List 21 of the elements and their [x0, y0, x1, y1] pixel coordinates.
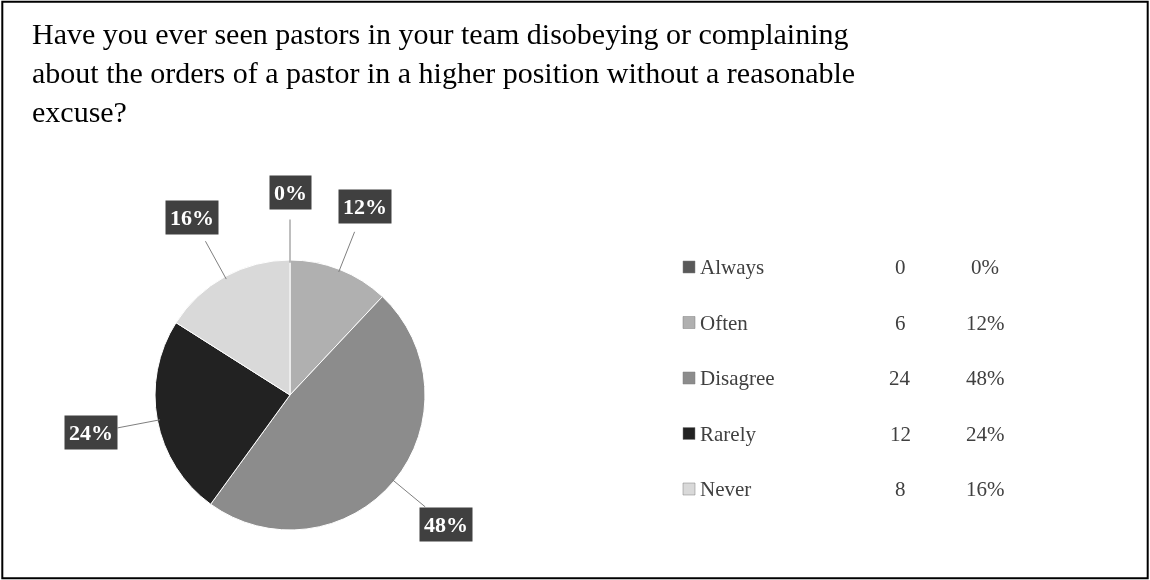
data-label: 24%	[69, 420, 113, 445]
chart-title: Have you ever seen pastors in your team disobeying or complaining about the orders of a pastor in a higher position without a reasonable excuse?	[32, 17, 856, 128]
legend-label: Disagree	[700, 366, 775, 390]
legend-label: Often	[700, 311, 749, 335]
text: 12	[890, 422, 911, 446]
data-label: 16%	[170, 205, 214, 230]
text: 0	[895, 255, 906, 279]
text: 24%	[966, 422, 1005, 446]
text: 6	[895, 311, 906, 335]
data-label: 12%	[343, 194, 387, 219]
text: 48%	[966, 366, 1005, 390]
text: 16%	[966, 477, 1005, 501]
text: 0%	[971, 255, 999, 279]
text: 8	[895, 477, 906, 501]
text: 24	[889, 366, 911, 390]
legend-label: Always	[700, 255, 765, 279]
legend-label: Rarely	[700, 422, 757, 446]
text: 12%	[966, 311, 1005, 335]
text: 0%	[274, 180, 307, 205]
data-label: 48%	[424, 512, 468, 537]
legend-label: Never	[700, 477, 752, 501]
